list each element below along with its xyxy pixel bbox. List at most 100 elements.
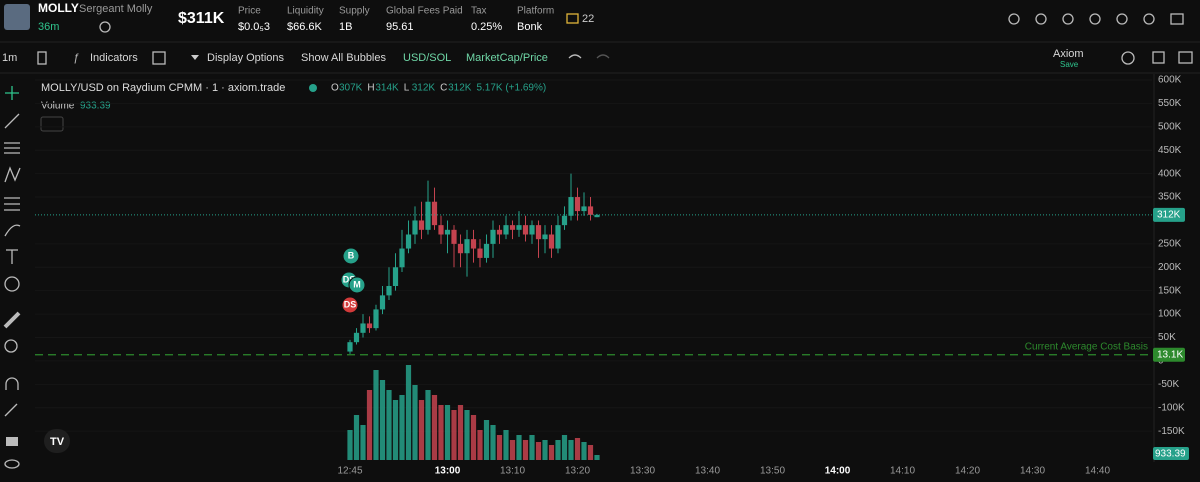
candle-body	[379, 295, 386, 310]
candle-type-icon[interactable]	[37, 51, 47, 65]
candle-body	[386, 286, 392, 296]
trade-bubble[interactable]	[348, 276, 366, 294]
bubbles-button[interactable]: Show All Bubbles	[301, 52, 386, 64]
layout-name[interactable]: Axiom	[1053, 48, 1084, 60]
snapshot-icon[interactable]	[1178, 51, 1193, 64]
price-badge-label: 312K	[1157, 209, 1181, 220]
stat-value: 95.61	[386, 21, 414, 33]
icon[interactable]	[1089, 13, 1101, 25]
mode-toggle[interactable]: MarketCap/Price	[466, 52, 548, 64]
tool-magnet[interactable]	[5, 377, 19, 390]
icon[interactable]	[1143, 13, 1155, 25]
volume-bar	[399, 395, 405, 460]
volume-value: 933.39	[80, 101, 111, 112]
trade-bubble[interactable]	[342, 247, 360, 265]
market-cap: $311K	[178, 10, 225, 27]
y-tick-label: -150K	[1158, 426, 1185, 437]
x-tick-label: 14:20	[955, 466, 980, 477]
candle-body	[412, 220, 418, 235]
tool-line[interactable]	[4, 113, 20, 129]
volume-bar	[529, 435, 535, 460]
y-tick-label: 200K	[1158, 262, 1182, 273]
undo-icon[interactable]	[568, 54, 582, 59]
y-tick-label: 250K	[1158, 239, 1182, 250]
candle-body	[574, 197, 581, 212]
icon[interactable]	[1062, 13, 1074, 25]
volume-bar	[516, 435, 522, 460]
tool-brush[interactable]	[4, 224, 21, 237]
ohlc-key: H	[367, 83, 374, 94]
candle-body	[555, 225, 561, 249]
volume-bar	[438, 405, 444, 460]
status-dot	[309, 84, 317, 92]
holders-count: 22	[582, 13, 594, 25]
icon[interactable]	[1116, 13, 1128, 25]
x-tick-label: 12:45	[337, 466, 362, 477]
candle-body	[503, 225, 509, 235]
candle-body	[522, 225, 529, 235]
candle-body	[470, 239, 477, 249]
trade-bubble-label: B	[348, 250, 355, 260]
redo-icon[interactable]	[596, 54, 610, 59]
candle-body	[347, 342, 353, 352]
stat-value: 0.25%	[471, 21, 502, 33]
indicators-button[interactable]: Indicators	[90, 52, 138, 64]
volume-bar	[470, 415, 477, 460]
tool-ruler[interactable]	[3, 311, 21, 329]
icon[interactable]	[1008, 13, 1020, 25]
y-tick-label: 600K	[1158, 75, 1182, 86]
currency-toggle[interactable]: USD/SOL	[403, 52, 451, 64]
trade-bubble[interactable]	[341, 296, 359, 314]
volume-bar	[522, 440, 529, 460]
icon[interactable]	[1035, 13, 1047, 25]
volume-bar	[496, 435, 503, 460]
layout-status: Save	[1060, 60, 1079, 69]
display-options[interactable]: Display Options	[207, 52, 285, 64]
trade-bubble-label: DS	[344, 299, 357, 309]
x-tick-label: 14:30	[1020, 466, 1045, 477]
settings-icon[interactable]	[1121, 51, 1135, 65]
tool-zoom[interactable]	[4, 339, 18, 353]
tool-pattern[interactable]	[4, 166, 21, 183]
fullscreen-icon[interactable]	[1152, 51, 1165, 64]
legend-title: MOLLY/USD on Raydium CPMM · 1 · axiom.tr…	[41, 82, 285, 94]
tool-emoji[interactable]	[4, 276, 20, 292]
volume-bar	[574, 438, 581, 460]
tool-eye[interactable]	[4, 459, 20, 469]
candle-body	[542, 234, 548, 240]
search-icon[interactable]	[99, 21, 111, 33]
header-icons	[1008, 13, 1184, 25]
stat-label: Platform	[517, 6, 554, 17]
tool-fib[interactable]	[4, 142, 20, 154]
stat-value: 1B	[339, 21, 352, 33]
tool-forecast[interactable]	[4, 197, 20, 211]
tool-lock[interactable]	[6, 437, 18, 446]
volume-bar	[392, 400, 399, 460]
holders-icon	[566, 13, 579, 24]
token-name: Sergeant Molly	[79, 3, 153, 15]
interval[interactable]: 1m	[2, 52, 17, 64]
candle-body	[451, 229, 457, 244]
icon[interactable]	[1170, 13, 1184, 25]
tool-lock-draw[interactable]	[4, 403, 18, 417]
candle-body	[516, 225, 522, 230]
volume-bar	[581, 442, 587, 460]
tool-text[interactable]	[6, 249, 18, 264]
volume-bar	[568, 440, 574, 460]
candle-body	[483, 243, 490, 258]
volume-bar	[353, 415, 360, 460]
y-tick-label: 150K	[1158, 285, 1182, 296]
token-logo[interactable]	[4, 4, 30, 30]
layout-icon[interactable]	[152, 51, 166, 65]
tool-cross[interactable]	[5, 86, 19, 100]
tv-logo[interactable]	[44, 429, 70, 453]
candle-body	[477, 248, 483, 258]
stat-label: Supply	[339, 6, 370, 17]
collapse-button[interactable]	[40, 116, 64, 132]
volume-bar	[561, 435, 568, 460]
candle-body	[509, 225, 516, 230]
candle-body	[561, 215, 568, 226]
y-tick-label: 350K	[1158, 192, 1182, 203]
